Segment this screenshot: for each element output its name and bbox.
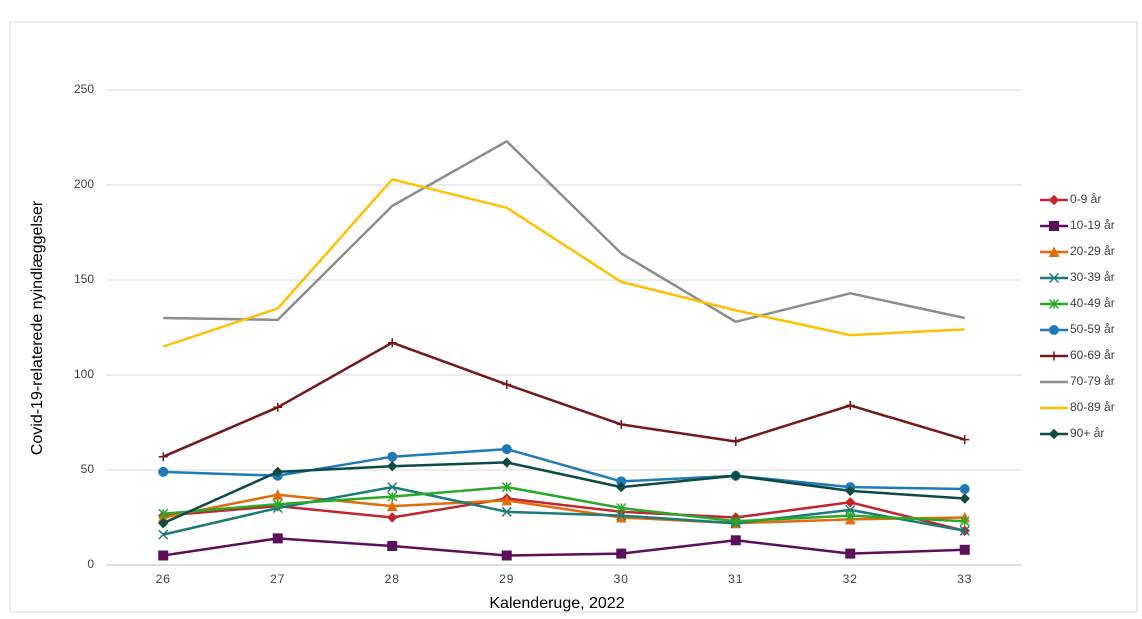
y-tick-label: 50 <box>81 462 95 476</box>
y-axis-title: Covid-19-relaterede nyindlæggelser <box>29 200 46 455</box>
legend-label: 80-89 år <box>1070 400 1115 414</box>
marker <box>731 437 741 446</box>
marker <box>616 510 627 521</box>
series-line <box>163 497 966 533</box>
marker <box>273 402 283 412</box>
marker <box>1048 272 1060 284</box>
series-line <box>162 485 965 536</box>
marker <box>1048 194 1060 206</box>
legend-label: 0-9 år <box>1070 192 1101 206</box>
marker <box>387 482 398 493</box>
legend-label: 70-79 år <box>1070 374 1115 388</box>
marker <box>501 444 512 455</box>
x-axis-title: Kalenderuge, 2022 <box>489 595 624 612</box>
marker <box>158 517 169 529</box>
marker <box>1049 325 1059 335</box>
legend-label: 10-19 år <box>1070 218 1115 232</box>
marker <box>387 512 398 523</box>
series-line <box>163 537 965 557</box>
marker <box>1048 246 1060 257</box>
x-tick-label: 31 <box>728 572 743 586</box>
x-tick-label: 29 <box>499 572 514 586</box>
y-tick-label: 100 <box>74 367 94 381</box>
x-tick-label: 27 <box>270 572 285 586</box>
marker <box>501 506 512 517</box>
marker <box>960 435 970 445</box>
marker <box>502 380 512 389</box>
marker <box>959 493 970 504</box>
legend-label: 30-39 år <box>1070 270 1115 284</box>
marker <box>845 485 856 497</box>
marker <box>959 525 970 536</box>
y-tick-label: 200 <box>74 177 94 191</box>
marker <box>501 494 513 506</box>
marker <box>959 516 970 527</box>
legend-label: 50-59 år <box>1070 322 1115 336</box>
marker <box>158 466 169 477</box>
y-tick-label: 0 <box>87 557 94 571</box>
x-tick-label: 26 <box>156 572 171 586</box>
marker <box>616 481 627 493</box>
legend-label: 60-69 år <box>1070 348 1115 362</box>
marker <box>730 516 741 527</box>
marker <box>387 338 397 348</box>
marker <box>1048 428 1060 440</box>
marker <box>501 550 512 561</box>
marker <box>1048 298 1060 310</box>
series-line <box>162 461 965 525</box>
marker <box>845 400 855 410</box>
marker <box>272 489 284 500</box>
marker <box>272 466 283 478</box>
legend-label: 40-49 år <box>1070 296 1115 310</box>
marker <box>959 484 970 494</box>
x-tick-label: 33 <box>957 572 972 586</box>
marker <box>387 491 398 502</box>
series-line <box>163 485 965 523</box>
marker <box>272 499 283 510</box>
series-line <box>162 341 966 458</box>
marker <box>616 548 627 559</box>
marker <box>730 470 741 481</box>
marker <box>845 548 856 559</box>
legend-label: 20-29 år <box>1070 244 1115 258</box>
marker <box>616 502 627 514</box>
series-line <box>162 178 965 348</box>
marker <box>158 550 169 561</box>
marker <box>501 457 512 468</box>
marker <box>845 510 856 521</box>
y-tick-label: 250 <box>74 82 94 96</box>
legend-label: 90+ år <box>1070 426 1104 440</box>
marker <box>158 508 169 519</box>
series-line <box>163 493 965 525</box>
x-tick-label: 30 <box>614 572 629 586</box>
marker <box>1049 351 1059 361</box>
marker <box>616 419 626 429</box>
marker <box>387 541 398 551</box>
marker <box>730 535 741 546</box>
x-tick-label: 32 <box>843 572 858 586</box>
marker <box>959 544 970 555</box>
marker <box>386 500 398 512</box>
series-line <box>163 140 966 324</box>
marker <box>845 497 856 508</box>
series-line <box>163 447 965 491</box>
marker <box>501 482 512 493</box>
marker <box>387 460 398 472</box>
marker <box>1049 221 1059 231</box>
marker <box>272 533 283 544</box>
y-tick-label: 150 <box>74 272 94 286</box>
marker <box>387 451 398 462</box>
marker <box>158 529 169 540</box>
marker <box>158 452 168 462</box>
x-tick-label: 28 <box>385 572 400 586</box>
